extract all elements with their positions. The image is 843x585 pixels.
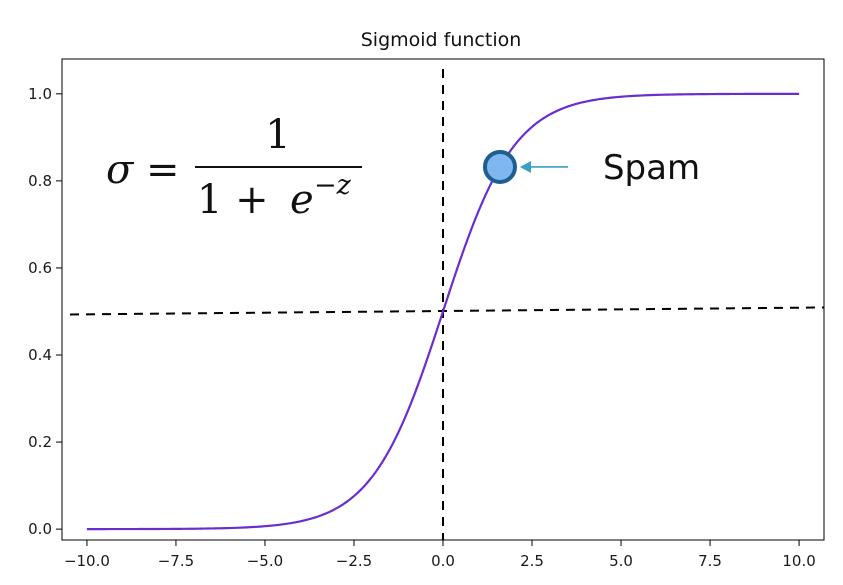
spam-point-marker bbox=[482, 149, 517, 184]
y-tick-label: 0.8 bbox=[28, 172, 52, 190]
formula-equals: = bbox=[146, 147, 180, 193]
y-tick-label: 1.0 bbox=[28, 85, 52, 103]
plot-area-frame bbox=[61, 58, 825, 541]
x-tick-label: 5.0 bbox=[609, 552, 633, 570]
formula-sigma: σ bbox=[106, 147, 135, 193]
y-tick-label: 0.0 bbox=[28, 520, 52, 538]
y-tick-label: 0.2 bbox=[28, 433, 52, 451]
formula-exponent: −z bbox=[314, 170, 352, 201]
spam-label: Spam bbox=[603, 148, 700, 188]
spam-arrow-head bbox=[519, 160, 531, 173]
formula-denominator-e: e bbox=[290, 177, 314, 223]
y-tick-label: 0.6 bbox=[28, 259, 52, 277]
y-tick-label: 0.4 bbox=[28, 346, 52, 364]
x-tick-label: 2.5 bbox=[520, 552, 544, 570]
x-tick-label: −5.0 bbox=[247, 552, 283, 570]
horizontal-dashed-line bbox=[69, 306, 825, 316]
reference-lines bbox=[69, 69, 825, 540]
x-tick-label: 10.0 bbox=[782, 552, 815, 570]
series-layer bbox=[86, 92, 800, 531]
axis-ticks: −10.0 −7.5 −5.0 −2.5 0.0 2.5 5.0 7.5 10.0 0.0 0.2 0… bbox=[28, 85, 816, 570]
sigmoid-formula: σ = 1 1 + e −z bbox=[106, 112, 362, 223]
sigmoid-curve bbox=[86, 92, 800, 531]
x-tick-label: 7.5 bbox=[698, 552, 722, 570]
x-tick-label: −2.5 bbox=[336, 552, 372, 570]
x-tick-label: −10.0 bbox=[64, 552, 110, 570]
formula-numerator: 1 bbox=[265, 112, 290, 158]
chart-title: Sigmoid function bbox=[361, 29, 522, 51]
formula-denominator-base: 1 + bbox=[197, 177, 269, 223]
x-tick-label: 0.0 bbox=[431, 552, 455, 570]
x-tick-label: −7.5 bbox=[158, 552, 194, 570]
annotations: Spam bbox=[482, 148, 700, 188]
